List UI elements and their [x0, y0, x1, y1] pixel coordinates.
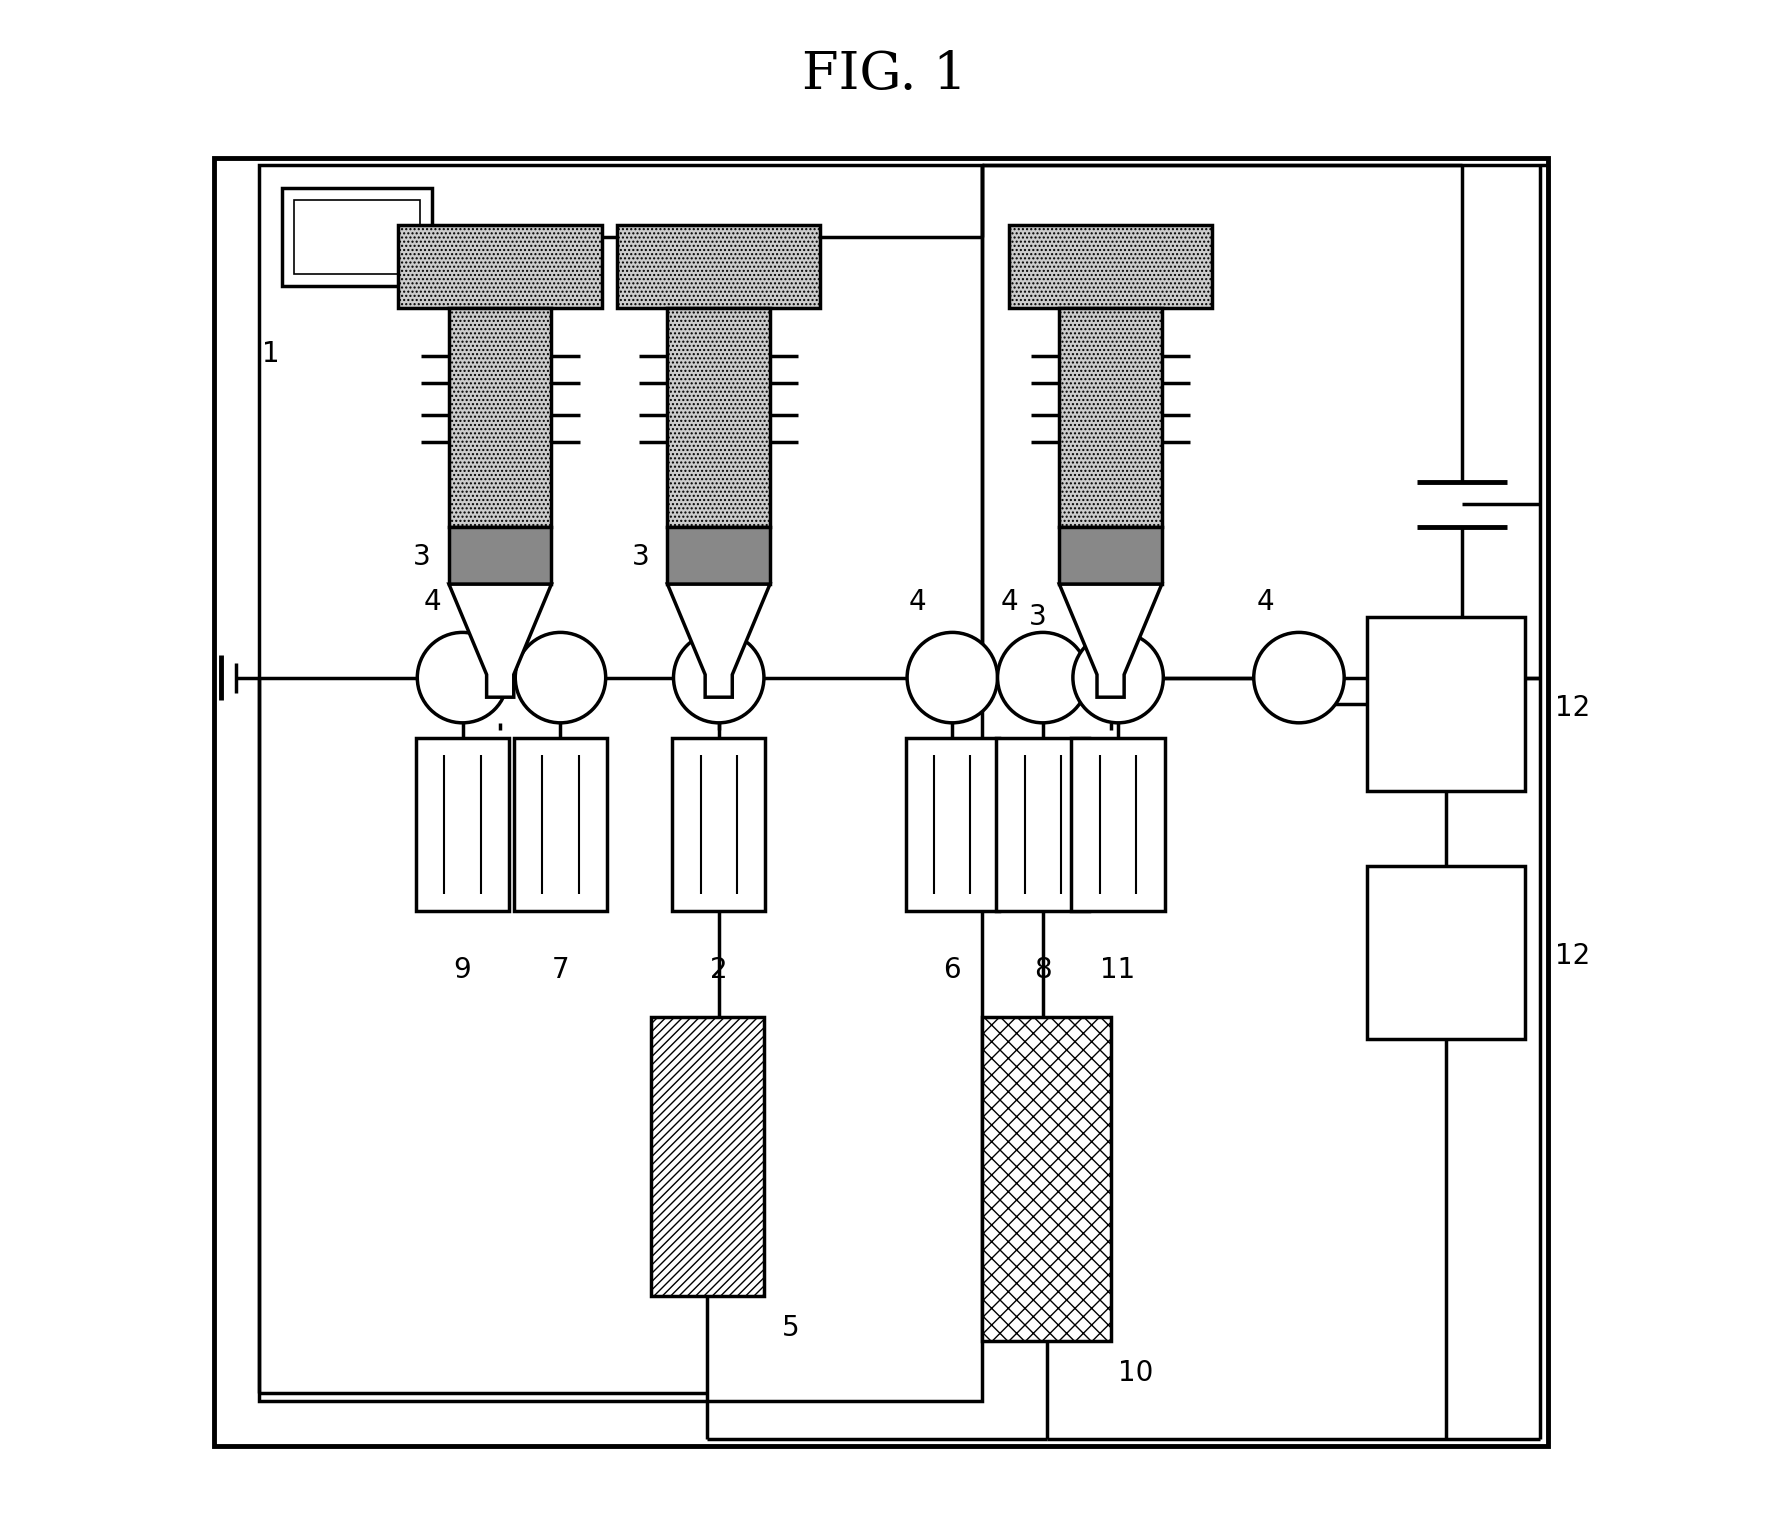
- Text: FIG. 1: FIG. 1: [801, 49, 968, 100]
- Bar: [617, 225, 821, 309]
- Circle shape: [1072, 633, 1164, 722]
- Text: 2: 2: [709, 957, 727, 984]
- Text: 12: 12: [1555, 694, 1590, 722]
- Text: 3: 3: [412, 543, 430, 570]
- Circle shape: [907, 633, 998, 722]
- Circle shape: [515, 633, 605, 722]
- Polygon shape: [1060, 584, 1162, 697]
- Text: 4: 4: [520, 589, 538, 616]
- Circle shape: [1254, 633, 1344, 722]
- Bar: [906, 738, 999, 911]
- Bar: [667, 309, 770, 526]
- Bar: [214, 158, 1548, 1446]
- Text: 9: 9: [453, 957, 471, 984]
- Text: 4: 4: [423, 589, 440, 616]
- Text: 3: 3: [1030, 604, 1047, 631]
- Text: 12: 12: [1555, 943, 1590, 970]
- Text: 6: 6: [943, 957, 961, 984]
- Circle shape: [998, 633, 1088, 722]
- Text: 4: 4: [1076, 589, 1093, 616]
- Bar: [449, 309, 552, 526]
- Text: 4: 4: [1258, 589, 1275, 616]
- Text: 1: 1: [262, 339, 280, 368]
- Bar: [982, 1016, 1111, 1340]
- Bar: [996, 738, 1090, 911]
- Polygon shape: [449, 584, 552, 697]
- Bar: [1072, 738, 1164, 911]
- Bar: [1367, 865, 1525, 1039]
- Bar: [294, 199, 421, 274]
- Bar: [281, 187, 432, 286]
- Bar: [398, 225, 601, 309]
- Bar: [667, 526, 770, 584]
- Bar: [651, 1016, 764, 1296]
- Text: 5: 5: [782, 1314, 800, 1342]
- Text: 7: 7: [552, 957, 570, 984]
- Polygon shape: [667, 584, 770, 697]
- Text: 4: 4: [909, 589, 927, 616]
- Bar: [1060, 526, 1162, 584]
- Text: 4: 4: [678, 589, 695, 616]
- Bar: [1008, 225, 1212, 309]
- Text: 10: 10: [1118, 1358, 1153, 1387]
- Bar: [416, 738, 509, 911]
- Text: 4: 4: [1001, 589, 1019, 616]
- Circle shape: [417, 633, 508, 722]
- Bar: [513, 738, 607, 911]
- Text: 11: 11: [1100, 957, 1136, 984]
- Bar: [258, 166, 982, 1401]
- Bar: [672, 738, 766, 911]
- Text: 8: 8: [1033, 957, 1051, 984]
- Bar: [1060, 309, 1162, 526]
- Text: 3: 3: [632, 543, 649, 570]
- Bar: [1367, 618, 1525, 791]
- Circle shape: [674, 633, 764, 722]
- Bar: [449, 526, 552, 584]
